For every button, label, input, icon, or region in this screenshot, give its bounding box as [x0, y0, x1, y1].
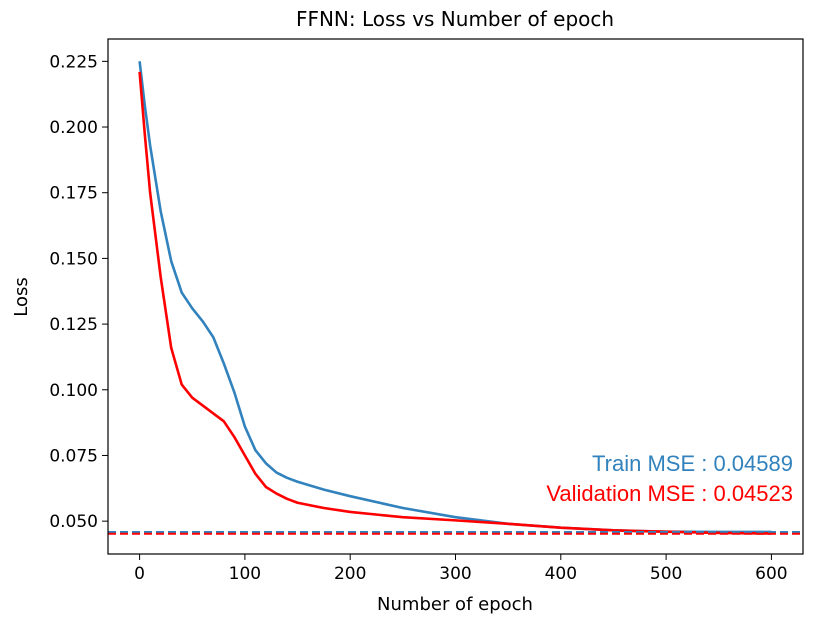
- x-tick-label: 0: [134, 564, 145, 584]
- y-tick-label: 0.225: [49, 52, 98, 72]
- y-tick-label: 0.175: [49, 184, 98, 204]
- x-tick-label: 400: [545, 564, 577, 584]
- y-tick-label: 0.100: [49, 381, 98, 401]
- validation-mse-annotation: Validation MSE : 0.04523: [546, 481, 793, 506]
- y-tick-label: 0.075: [49, 446, 98, 466]
- chart-title: FFNN: Loss vs Number of epoch: [296, 7, 614, 31]
- validation-loss-line: [138, 71, 772, 535]
- mse-reference-lines: [108, 530, 803, 535]
- x-tick-label: 300: [439, 564, 471, 584]
- x-tick-label: 600: [755, 564, 787, 584]
- x-axis-label: Number of epoch: [377, 594, 533, 615]
- y-tick-label: 0.200: [49, 118, 98, 138]
- y-tick-label: 0.050: [49, 512, 98, 532]
- train-mse-annotation: Train MSE : 0.04589: [592, 451, 793, 476]
- y-axis-ticks: 0.050 0.075 0.100 0.125 0.150 0.175 0.200 0.225: [49, 52, 108, 532]
- x-axis-ticks: 0 100 200 300 400 500 600: [134, 554, 788, 584]
- plot-lines: [138, 61, 772, 535]
- x-tick-label: 200: [334, 564, 366, 584]
- y-axis-label: Loss: [11, 277, 32, 316]
- plot-frame: [107, 38, 804, 555]
- x-tick-label: 500: [650, 564, 682, 584]
- y-tick-label: 0.150: [49, 249, 98, 269]
- y-tick-label: 0.125: [49, 315, 98, 335]
- x-tick-label: 100: [229, 564, 261, 584]
